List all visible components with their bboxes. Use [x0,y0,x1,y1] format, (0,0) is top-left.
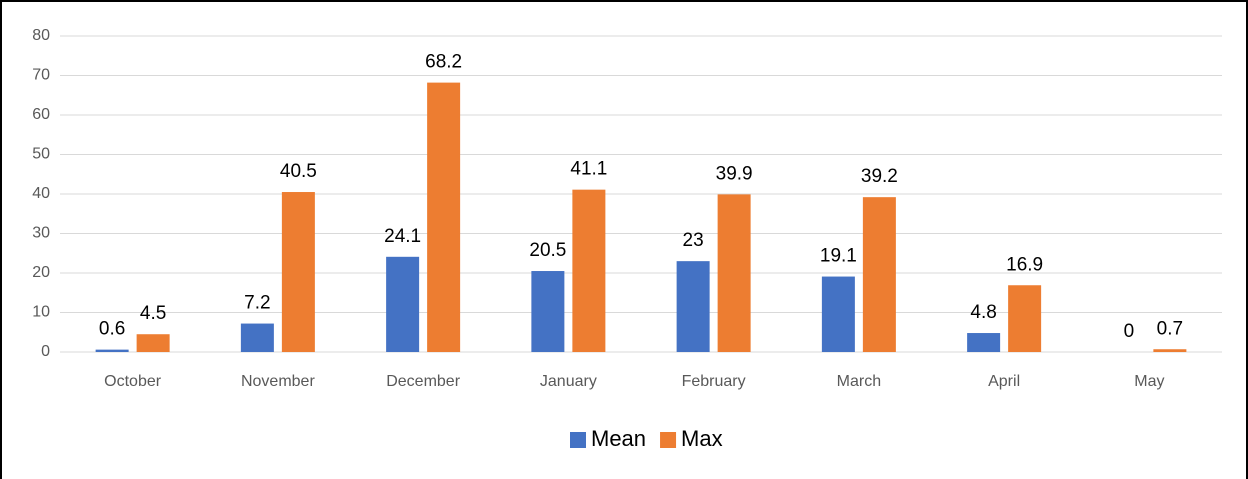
y-tick-label: 40 [32,185,50,202]
bar [281,192,315,352]
bar [821,276,855,352]
value-label: 7.2 [244,293,270,314]
value-label: 0.7 [1157,318,1183,339]
value-label: 0.6 [99,319,125,340]
value-label: 41.1 [570,159,607,180]
bar [862,197,896,352]
x-tick-label: December [386,373,460,390]
legend-label: Mean [591,426,646,451]
legend-swatch [570,432,586,448]
bar [967,333,1001,352]
value-label: 16.9 [1006,254,1043,275]
y-tick-label: 60 [32,106,50,123]
value-label: 20.5 [529,240,566,261]
x-tick-label: January [540,373,597,390]
value-label: 23 [683,230,704,251]
bar [386,256,420,352]
value-label: 39.2 [861,166,898,187]
x-tick-label: May [1134,373,1164,390]
value-label: 4.8 [970,302,996,323]
bar [1153,349,1187,352]
bar [240,323,274,352]
value-label: 24.1 [384,226,421,247]
bar [676,261,710,352]
bar [1008,285,1042,352]
value-label: 0 [1124,321,1135,342]
bar [136,334,170,352]
bar [427,82,461,353]
y-tick-label: 70 [32,67,50,84]
value-label: 68.2 [425,52,462,73]
bar [717,194,751,352]
x-tick-label: February [682,373,746,390]
y-tick-label: 30 [32,225,50,242]
bar [95,349,129,352]
value-label: 40.5 [280,161,317,182]
y-tick-label: 0 [41,343,50,360]
x-tick-label: November [241,373,315,390]
x-tick-label: March [837,373,881,390]
x-tick-label: October [104,373,162,390]
value-label: 19.1 [820,246,857,267]
bar [572,189,606,352]
x-tick-label: April [988,373,1020,390]
value-label: 4.5 [140,303,166,324]
y-tick-label: 10 [32,304,50,321]
bar [531,271,565,352]
value-label: 39.9 [716,163,753,184]
legend-swatch [660,432,677,448]
y-tick-label: 50 [32,146,50,163]
legend-label: Max [681,426,723,451]
y-tick-label: 20 [32,264,50,281]
y-tick-label: 80 [32,27,50,44]
